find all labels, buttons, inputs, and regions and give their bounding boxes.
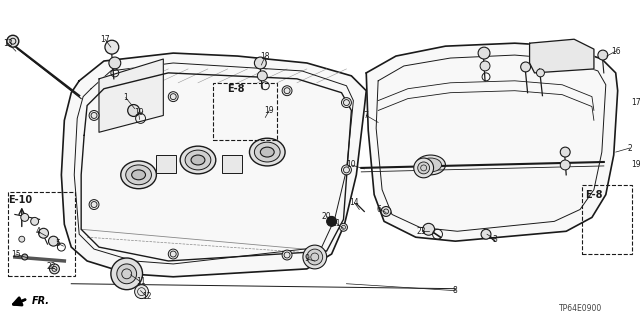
Circle shape	[257, 71, 268, 81]
Circle shape	[342, 165, 351, 175]
Text: FR.: FR.	[31, 296, 50, 306]
Polygon shape	[99, 59, 163, 132]
Circle shape	[342, 98, 351, 108]
Circle shape	[128, 105, 140, 116]
Ellipse shape	[260, 147, 274, 157]
Ellipse shape	[121, 161, 156, 189]
Text: 3: 3	[493, 235, 497, 244]
Bar	[156, 155, 176, 173]
Circle shape	[89, 200, 99, 210]
Text: E-8: E-8	[585, 189, 603, 200]
Ellipse shape	[250, 138, 285, 166]
Ellipse shape	[132, 170, 145, 180]
Text: 19: 19	[264, 106, 274, 115]
Text: 19: 19	[134, 108, 143, 117]
Text: 22: 22	[47, 263, 56, 271]
Ellipse shape	[254, 142, 280, 162]
Text: 17: 17	[100, 35, 109, 44]
Circle shape	[134, 285, 148, 299]
Text: 8: 8	[453, 286, 458, 295]
Text: 7: 7	[364, 111, 369, 120]
Circle shape	[560, 160, 570, 170]
Circle shape	[418, 162, 429, 174]
Circle shape	[20, 213, 29, 221]
Text: TP64E0900: TP64E0900	[559, 304, 602, 313]
Circle shape	[521, 62, 531, 72]
Circle shape	[307, 249, 323, 265]
Text: 19: 19	[632, 160, 640, 169]
Circle shape	[481, 229, 491, 239]
Text: 23: 23	[417, 227, 426, 236]
Circle shape	[340, 223, 348, 231]
Ellipse shape	[420, 158, 442, 172]
Circle shape	[49, 236, 58, 246]
Circle shape	[598, 50, 608, 60]
Text: 13: 13	[3, 39, 13, 48]
Text: 6: 6	[377, 205, 381, 214]
Text: 21: 21	[332, 219, 341, 228]
Circle shape	[22, 254, 28, 260]
Circle shape	[117, 264, 136, 284]
Ellipse shape	[180, 146, 216, 174]
Text: 9: 9	[305, 255, 309, 263]
Circle shape	[254, 57, 266, 69]
Circle shape	[326, 216, 337, 226]
Text: 14: 14	[349, 198, 359, 207]
Text: 10: 10	[347, 160, 356, 169]
Text: 4: 4	[35, 227, 40, 236]
Bar	[213, 83, 277, 140]
Circle shape	[480, 61, 490, 71]
Circle shape	[303, 245, 326, 269]
Circle shape	[111, 258, 143, 290]
Ellipse shape	[191, 155, 205, 165]
Text: 11: 11	[136, 277, 145, 286]
Circle shape	[109, 57, 121, 69]
Circle shape	[422, 223, 435, 235]
Circle shape	[282, 250, 292, 260]
Circle shape	[536, 69, 545, 77]
Circle shape	[282, 86, 292, 96]
Bar	[8, 192, 76, 276]
Text: E-10: E-10	[8, 195, 32, 204]
Circle shape	[560, 147, 570, 157]
Text: 18: 18	[260, 52, 270, 61]
Text: 16: 16	[611, 47, 621, 56]
Circle shape	[49, 264, 60, 274]
Text: 20: 20	[322, 212, 332, 221]
Text: 15: 15	[11, 249, 20, 258]
Polygon shape	[366, 43, 618, 241]
Circle shape	[381, 206, 391, 216]
Ellipse shape	[185, 150, 211, 170]
Text: 12: 12	[141, 292, 151, 301]
Circle shape	[168, 249, 178, 259]
Polygon shape	[61, 53, 366, 277]
Circle shape	[38, 228, 49, 238]
Text: 17: 17	[632, 98, 640, 107]
Circle shape	[19, 236, 25, 242]
Text: 5: 5	[55, 239, 60, 248]
Circle shape	[7, 35, 19, 47]
Circle shape	[105, 40, 119, 54]
Circle shape	[168, 92, 178, 101]
Text: E-8: E-8	[227, 84, 244, 94]
Circle shape	[31, 218, 38, 225]
Bar	[582, 185, 632, 254]
Bar	[221, 155, 241, 173]
Circle shape	[414, 158, 433, 178]
Text: 2: 2	[627, 144, 632, 152]
Circle shape	[478, 47, 490, 59]
Circle shape	[89, 110, 99, 120]
Text: 1: 1	[124, 93, 128, 102]
Ellipse shape	[416, 155, 445, 175]
Ellipse shape	[125, 165, 152, 185]
Polygon shape	[529, 39, 594, 73]
